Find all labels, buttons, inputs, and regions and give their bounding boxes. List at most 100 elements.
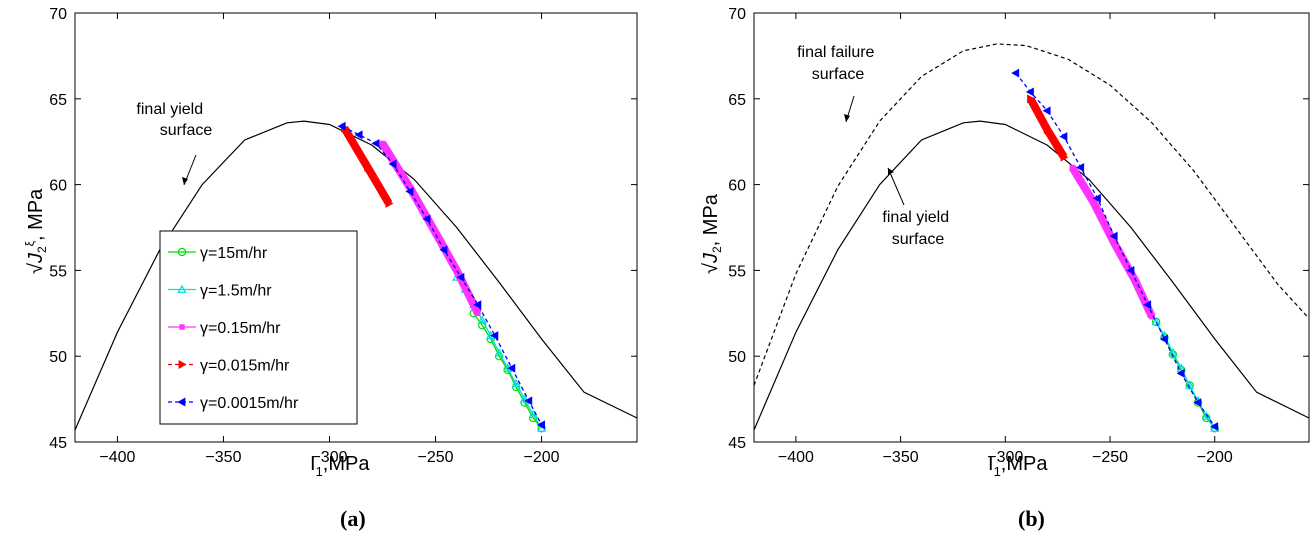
panel-b-plot bbox=[754, 43, 1309, 433]
y-tick-label: 60 bbox=[728, 178, 746, 195]
series-point bbox=[388, 159, 397, 169]
legend-entry: γ=0.15m/hr bbox=[200, 320, 281, 337]
failure-surface-curve bbox=[754, 43, 1309, 386]
legend-marker bbox=[178, 360, 187, 369]
series-point bbox=[536, 420, 545, 430]
series-point bbox=[1090, 199, 1096, 205]
x-tick-label: −200 bbox=[524, 449, 560, 466]
y-tick-label: 65 bbox=[49, 92, 67, 109]
y-tick-label: 50 bbox=[49, 349, 67, 366]
series-point bbox=[1069, 164, 1076, 171]
x-tick-label: −250 bbox=[1092, 449, 1128, 466]
y-tick-label: 55 bbox=[728, 263, 746, 280]
panel-a-legend: γ=15m/hr γ=1.5m/hr γ=0.15m/hr γ=0.015m/hr γ=… bbox=[159, 230, 358, 425]
panel-a-annotation-yield: final yield surface bbox=[136, 101, 212, 139]
legend-entry: γ=15m/hr bbox=[200, 245, 268, 262]
series-point bbox=[507, 363, 516, 373]
x-tick-label: −300 bbox=[311, 449, 347, 466]
series-point bbox=[475, 310, 481, 317]
series-point bbox=[1011, 68, 1020, 78]
panel-a-ylabel: √J2ξ, MPa bbox=[23, 188, 49, 274]
series-point bbox=[1111, 240, 1117, 246]
panel-a-plot bbox=[75, 120, 637, 433]
panel-b-annotation-yield: final yield surface bbox=[882, 209, 953, 248]
series-point bbox=[528, 409, 538, 419]
series-point bbox=[1042, 106, 1051, 116]
panel-b-annotation-failure-arrow bbox=[844, 95, 855, 123]
series-point bbox=[473, 300, 482, 310]
series-point bbox=[337, 121, 346, 131]
series-point bbox=[454, 267, 460, 274]
series-point bbox=[1193, 398, 1202, 407]
legend-marker bbox=[177, 247, 187, 257]
panel-b-ticks: −400 −350 −300 −250 −200 45 50 55 60 65 70 bbox=[728, 6, 1309, 466]
series-point bbox=[1151, 317, 1161, 326]
y-tick-label: 55 bbox=[49, 263, 67, 280]
series-point bbox=[519, 394, 530, 403]
panel-b-label: (b) bbox=[1018, 506, 1045, 531]
series-3 bbox=[340, 123, 394, 208]
panel-b-annotation-failure: final failure surface bbox=[797, 44, 879, 83]
series-point bbox=[511, 378, 521, 388]
series-point bbox=[494, 347, 504, 357]
x-tick-label: −200 bbox=[1197, 449, 1233, 466]
panel-a-xlabel: I1,MPa bbox=[310, 453, 370, 479]
series-point bbox=[1126, 265, 1135, 275]
series-point bbox=[385, 199, 394, 208]
legend-marker bbox=[177, 284, 187, 293]
legend-entry: γ=0.0015m/hr bbox=[200, 395, 299, 412]
panel-a-label: (a) bbox=[340, 506, 366, 531]
series-point bbox=[456, 272, 465, 282]
legend-entry: γ=1.5m/hr bbox=[200, 283, 272, 300]
series-4 bbox=[1011, 68, 1219, 432]
series-point bbox=[1076, 162, 1085, 172]
series-line bbox=[473, 312, 543, 429]
series-point bbox=[1027, 94, 1036, 104]
x-tick-label: −400 bbox=[778, 449, 814, 466]
panel-b-ylabel: √J2, MPa bbox=[700, 193, 724, 274]
y-tick-label: 70 bbox=[728, 6, 746, 23]
series-3 bbox=[1026, 94, 1069, 162]
series-2 bbox=[379, 140, 482, 317]
series-point bbox=[1059, 132, 1068, 142]
panel-b-annotation-yield-arrow bbox=[887, 167, 905, 206]
x-tick-label: −350 bbox=[883, 449, 919, 466]
y-tick-label: 70 bbox=[49, 6, 67, 23]
series-point bbox=[1060, 152, 1069, 162]
series-2 bbox=[1068, 164, 1156, 320]
x-tick-label: −400 bbox=[99, 449, 135, 466]
series-point bbox=[1143, 300, 1152, 310]
series-point bbox=[524, 396, 533, 406]
series-4 bbox=[337, 121, 545, 430]
series-point bbox=[439, 245, 448, 255]
series-point bbox=[1092, 193, 1101, 203]
series-point bbox=[1043, 125, 1052, 135]
series-point bbox=[477, 321, 487, 330]
panel-a-axes-box bbox=[74, 12, 638, 443]
legend-entry: γ=0.015m/hr bbox=[200, 358, 290, 375]
series-point bbox=[490, 331, 499, 341]
series-point bbox=[371, 138, 380, 148]
svg-text:√J2ξ, MPa: √J2ξ, MPa bbox=[23, 188, 49, 274]
series-point bbox=[405, 187, 414, 196]
series-point bbox=[364, 162, 373, 172]
y-tick-label: 45 bbox=[49, 435, 67, 452]
series-point bbox=[422, 214, 431, 224]
series-point bbox=[354, 130, 363, 140]
legend-marker bbox=[177, 397, 186, 407]
x-tick-label: −250 bbox=[418, 449, 454, 466]
x-tick-label: −300 bbox=[987, 449, 1023, 466]
y-tick-label: 65 bbox=[728, 92, 746, 109]
y-tick-label: 45 bbox=[728, 435, 746, 452]
y-tick-label: 60 bbox=[49, 178, 67, 195]
series-point bbox=[1176, 368, 1185, 378]
y-tick-label: 50 bbox=[728, 349, 746, 366]
panel-b-xlabel: I1,MPa bbox=[988, 453, 1048, 479]
legend-marker bbox=[179, 324, 185, 330]
series-point bbox=[477, 315, 487, 324]
series-point bbox=[379, 140, 386, 147]
panel-a-ticks: −400 −350 −300 −250 −200 45 50 55 60 65 70 bbox=[49, 6, 637, 466]
